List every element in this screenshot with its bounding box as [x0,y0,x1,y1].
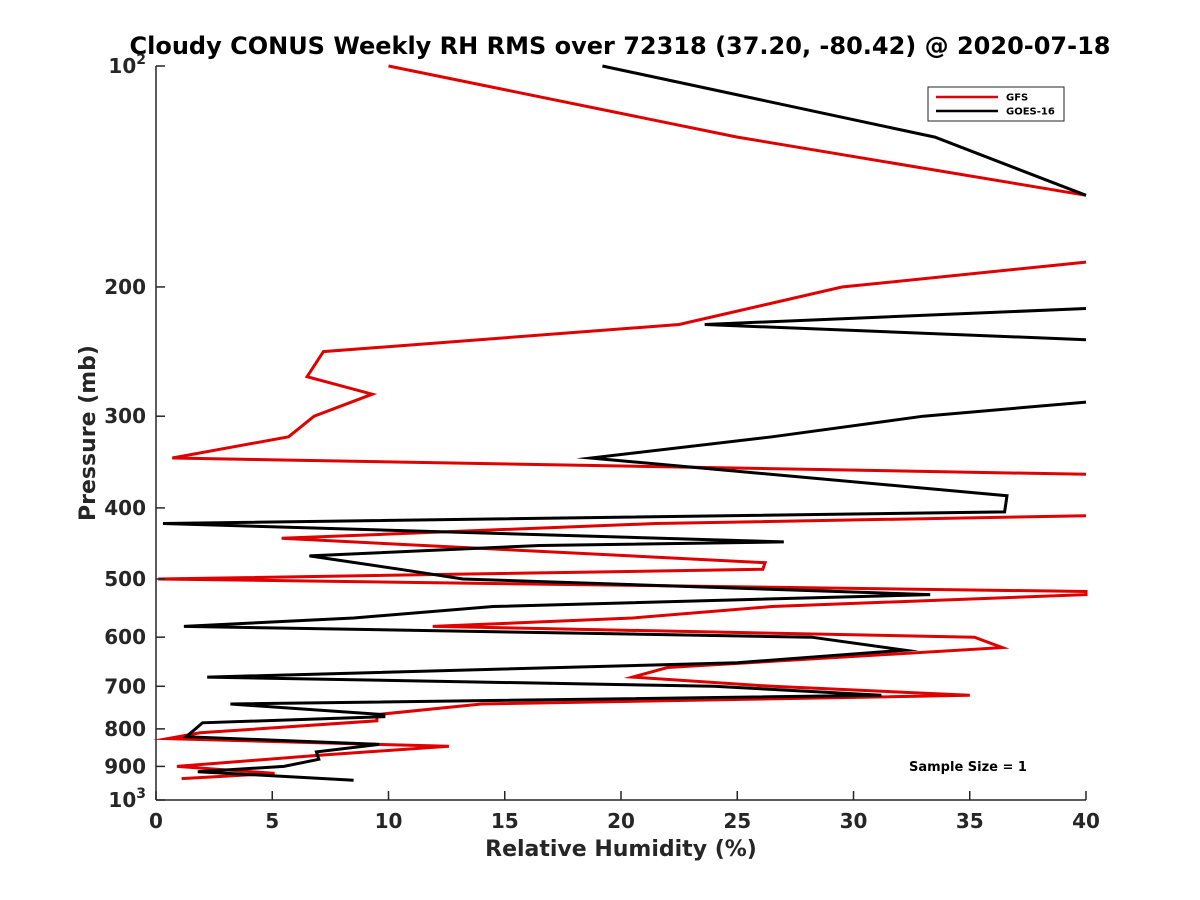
series-line-goes-16 [162,64,1087,782]
x-axis-label: Relative Humidity (%) [485,837,757,862]
x-tick-label: 0 [149,809,163,833]
y-tick-label: 600 [104,625,146,649]
y-tick-label: 700 [104,674,146,698]
x-tick-label: 10 [375,809,403,833]
y-tick-label: 900 [104,754,146,778]
y-tick-label: 300 [104,404,146,428]
y-tick-label: 400 [104,496,146,520]
y-tick-label: 103 [108,786,146,812]
x-tick-label: 35 [956,809,984,833]
x-tick-label: 25 [723,809,751,833]
legend: GFS GOES-16 [927,86,1065,122]
x-tick-label: 5 [265,809,279,833]
x-tick-label: 40 [1072,809,1100,833]
chart-title: Cloudy CONUS Weekly RH RMS over 72318 (3… [130,32,1111,60]
y-axis-label: Pressure (mb) [76,345,101,521]
axes-layer: 0 5 10 15 20 25 30 35 40 102 200 300 400 500 600 700 800… [104,52,1100,833]
x-tick-label: 20 [607,809,635,833]
series-layer [153,64,1088,782]
legend-label: GOES-16 [1006,107,1055,118]
y-tick-label: 800 [104,717,146,741]
legend-label: GFS [1006,93,1028,104]
y-tick-label: 102 [108,52,146,78]
y-tick-label: 500 [104,567,146,591]
x-tick-label: 30 [840,809,868,833]
x-tick-label: 15 [491,809,519,833]
y-tick-label: 200 [104,275,146,299]
legend-box [927,86,1065,122]
sample-size-annotation: Sample Size = 1 [909,760,1027,775]
